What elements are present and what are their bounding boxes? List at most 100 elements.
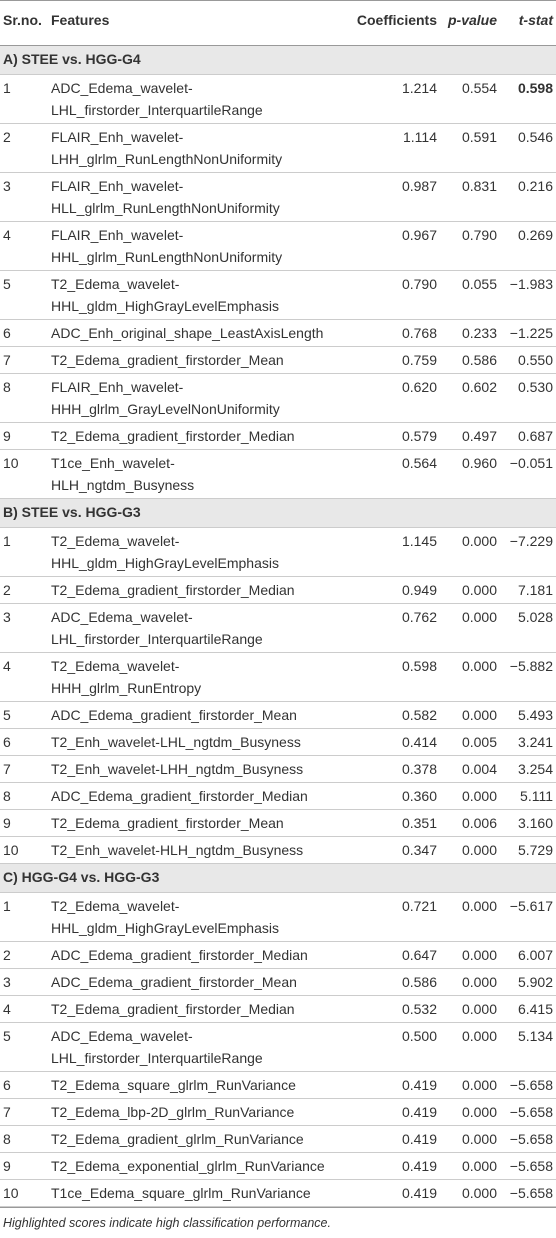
feature: ADC_Edema_gradient_firstorder_Median	[48, 941, 340, 969]
coefficient: 0.532	[340, 995, 440, 1023]
t-stat: 5.111	[500, 782, 556, 810]
feature: ADC_Enh_original_shape_LeastAxisLength	[48, 319, 340, 347]
row-number: 3	[0, 603, 48, 653]
header-row: Sr.no. Features Coefficients p-value t-stat	[0, 0, 556, 46]
feature-line: HHL_gldm_HighGrayLevelEmphasis	[51, 555, 279, 571]
p-value: 0.591	[440, 123, 500, 173]
feature-line: T2_Edema_gradient_firstorder_Median	[51, 1001, 295, 1017]
data-row: 1 T2_Edema_wavelet- HHL_gldm_HighGrayLevel…	[0, 527, 556, 577]
header-cell: Features	[48, 0, 340, 46]
t-stat: 0.546	[500, 123, 556, 173]
row-number: 4	[0, 995, 48, 1023]
t-stat: 5.134	[500, 1022, 556, 1072]
footnote: Highlighted scores indicate high classif…	[0, 1207, 556, 1238]
t-stat: −0.051	[500, 449, 556, 499]
feature-line: ADC_Edema_wavelet-	[51, 80, 193, 96]
feature: T2_Edema_gradient_firstorder_Mean	[48, 809, 340, 837]
row-number: 5	[0, 1022, 48, 1072]
coefficient: 0.967	[340, 221, 440, 271]
t-stat: 0.530	[500, 373, 556, 423]
p-value: 0.000	[440, 782, 500, 810]
p-value: 0.790	[440, 221, 500, 271]
feature-line: T2_Edema_gradient_firstorder_Median	[51, 582, 295, 598]
p-value: 0.497	[440, 422, 500, 450]
row-number: 10	[0, 449, 48, 499]
coefficient: 1.214	[340, 74, 440, 124]
t-stat: 0.269	[500, 221, 556, 271]
t-stat: 5.028	[500, 603, 556, 653]
row-number: 8	[0, 1125, 48, 1153]
data-row: 10 T1ce_Edema_square_glrlm_RunVariance 0.4…	[0, 1179, 556, 1207]
feature-line: T2_Edema_wavelet-	[51, 658, 180, 674]
section-title: A) STEE vs. HGG-G4	[0, 45, 556, 75]
data-row: 6 T2_Edema_square_glrlm_RunVariance 0.419 0…	[0, 1071, 556, 1099]
t-stat: 0.687	[500, 422, 556, 450]
data-row: 9 T2_Edema_gradient_firstorder_Mean 0.351 0…	[0, 809, 556, 837]
feature-line: T2_Enh_wavelet-LHL_ngtdm_Busyness	[51, 734, 301, 750]
section-row: B) STEE vs. HGG-G3	[0, 498, 556, 528]
row-number: 4	[0, 652, 48, 702]
feature-line: ADC_Enh_original_shape_LeastAxisLength	[51, 325, 324, 341]
p-value: 0.000	[440, 603, 500, 653]
data-row: 3 ADC_Edema_wavelet- LHL_firstorder_Interq…	[0, 603, 556, 653]
feature: T2_Edema_wavelet- HHH_glrlm_RunEntropy	[48, 652, 340, 702]
t-stat: 5.902	[500, 968, 556, 996]
data-row: 8 ADC_Edema_gradient_firstorder_Median 0.3…	[0, 782, 556, 810]
data-row: 4 T2_Edema_gradient_firstorder_Median 0.53…	[0, 995, 556, 1023]
row-number: 2	[0, 576, 48, 604]
data-row: 10 T2_Enh_wavelet-HLH_ngtdm_Busyness 0.347…	[0, 836, 556, 864]
t-stat: 5.729	[500, 836, 556, 864]
feature-line: LHL_firstorder_InterquartileRange	[51, 102, 263, 118]
feature: FLAIR_Enh_wavelet- HLL_glrlm_RunLengthNon…	[48, 172, 340, 222]
t-stat: 3.241	[500, 728, 556, 756]
t-stat: 0.550	[500, 346, 556, 374]
p-value: 0.831	[440, 172, 500, 222]
feature-line: ADC_Edema_wavelet-	[51, 1028, 193, 1044]
p-value: 0.000	[440, 836, 500, 864]
row-number: 9	[0, 1152, 48, 1180]
row-number: 5	[0, 270, 48, 320]
t-stat: 7.181	[500, 576, 556, 604]
feature: T2_Enh_wavelet-LHH_ngtdm_Busyness	[48, 755, 340, 783]
feature-line: T2_Edema_wavelet-	[51, 276, 180, 292]
feature-line: T2_Edema_square_glrlm_RunVariance	[51, 1077, 296, 1093]
feature-line: FLAIR_Enh_wavelet-	[51, 129, 184, 145]
t-stat: 3.160	[500, 809, 556, 837]
feature: T2_Edema_square_glrlm_RunVariance	[48, 1071, 340, 1099]
coefficient: 0.419	[340, 1179, 440, 1207]
coefficient: 0.378	[340, 755, 440, 783]
coefficient: 0.419	[340, 1098, 440, 1126]
coefficient: 1.114	[340, 123, 440, 173]
feature: FLAIR_Enh_wavelet- LHH_glrlm_RunLengthNon…	[48, 123, 340, 173]
feature: ADC_Edema_gradient_firstorder_Median	[48, 782, 340, 810]
t-stat: −7.229	[500, 527, 556, 577]
coefficient: 0.500	[340, 1022, 440, 1072]
t-stat: −5.658	[500, 1098, 556, 1126]
feature-line: T2_Edema_wavelet-	[51, 898, 180, 914]
feature: T2_Edema_gradient_firstorder_Median	[48, 995, 340, 1023]
coefficient: 0.598	[340, 652, 440, 702]
p-value: 0.586	[440, 346, 500, 374]
p-value: 0.233	[440, 319, 500, 347]
t-stat: 3.254	[500, 755, 556, 783]
data-row: 4 FLAIR_Enh_wavelet- HHL_glrlm_RunLengthNo…	[0, 221, 556, 271]
data-row: 1 T2_Edema_wavelet- HHL_gldm_HighGrayLevel…	[0, 892, 556, 942]
feature: T2_Edema_wavelet- HHL_gldm_HighGrayLevelE…	[48, 270, 340, 320]
feature: FLAIR_Enh_wavelet- HHL_glrlm_RunLengthNon…	[48, 221, 340, 271]
coefficient: 0.987	[340, 172, 440, 222]
feature: T2_Edema_gradient_firstorder_Median	[48, 576, 340, 604]
coefficient: 0.790	[340, 270, 440, 320]
feature-line: T2_Edema_lbp-2D_glrlm_RunVariance	[51, 1104, 295, 1120]
t-stat: 0.598	[500, 74, 556, 124]
feature: T2_Edema_exponential_glrlm_RunVariance	[48, 1152, 340, 1180]
row-number: 1	[0, 527, 48, 577]
data-row: 1 ADC_Edema_wavelet- LHL_firstorder_Interq…	[0, 74, 556, 124]
feature: ADC_Edema_wavelet- LHL_firstorder_Interqu…	[48, 1022, 340, 1072]
p-value: 0.000	[440, 892, 500, 942]
header-cell: Sr.no.	[0, 0, 48, 46]
data-row: 7 T2_Edema_gradient_firstorder_Mean 0.759 0…	[0, 346, 556, 374]
row-number: 1	[0, 892, 48, 942]
coefficient: 0.582	[340, 701, 440, 729]
feature: T2_Edema_gradient_firstorder_Mean	[48, 346, 340, 374]
feature-line: HHL_gldm_HighGrayLevelEmphasis	[51, 298, 279, 314]
